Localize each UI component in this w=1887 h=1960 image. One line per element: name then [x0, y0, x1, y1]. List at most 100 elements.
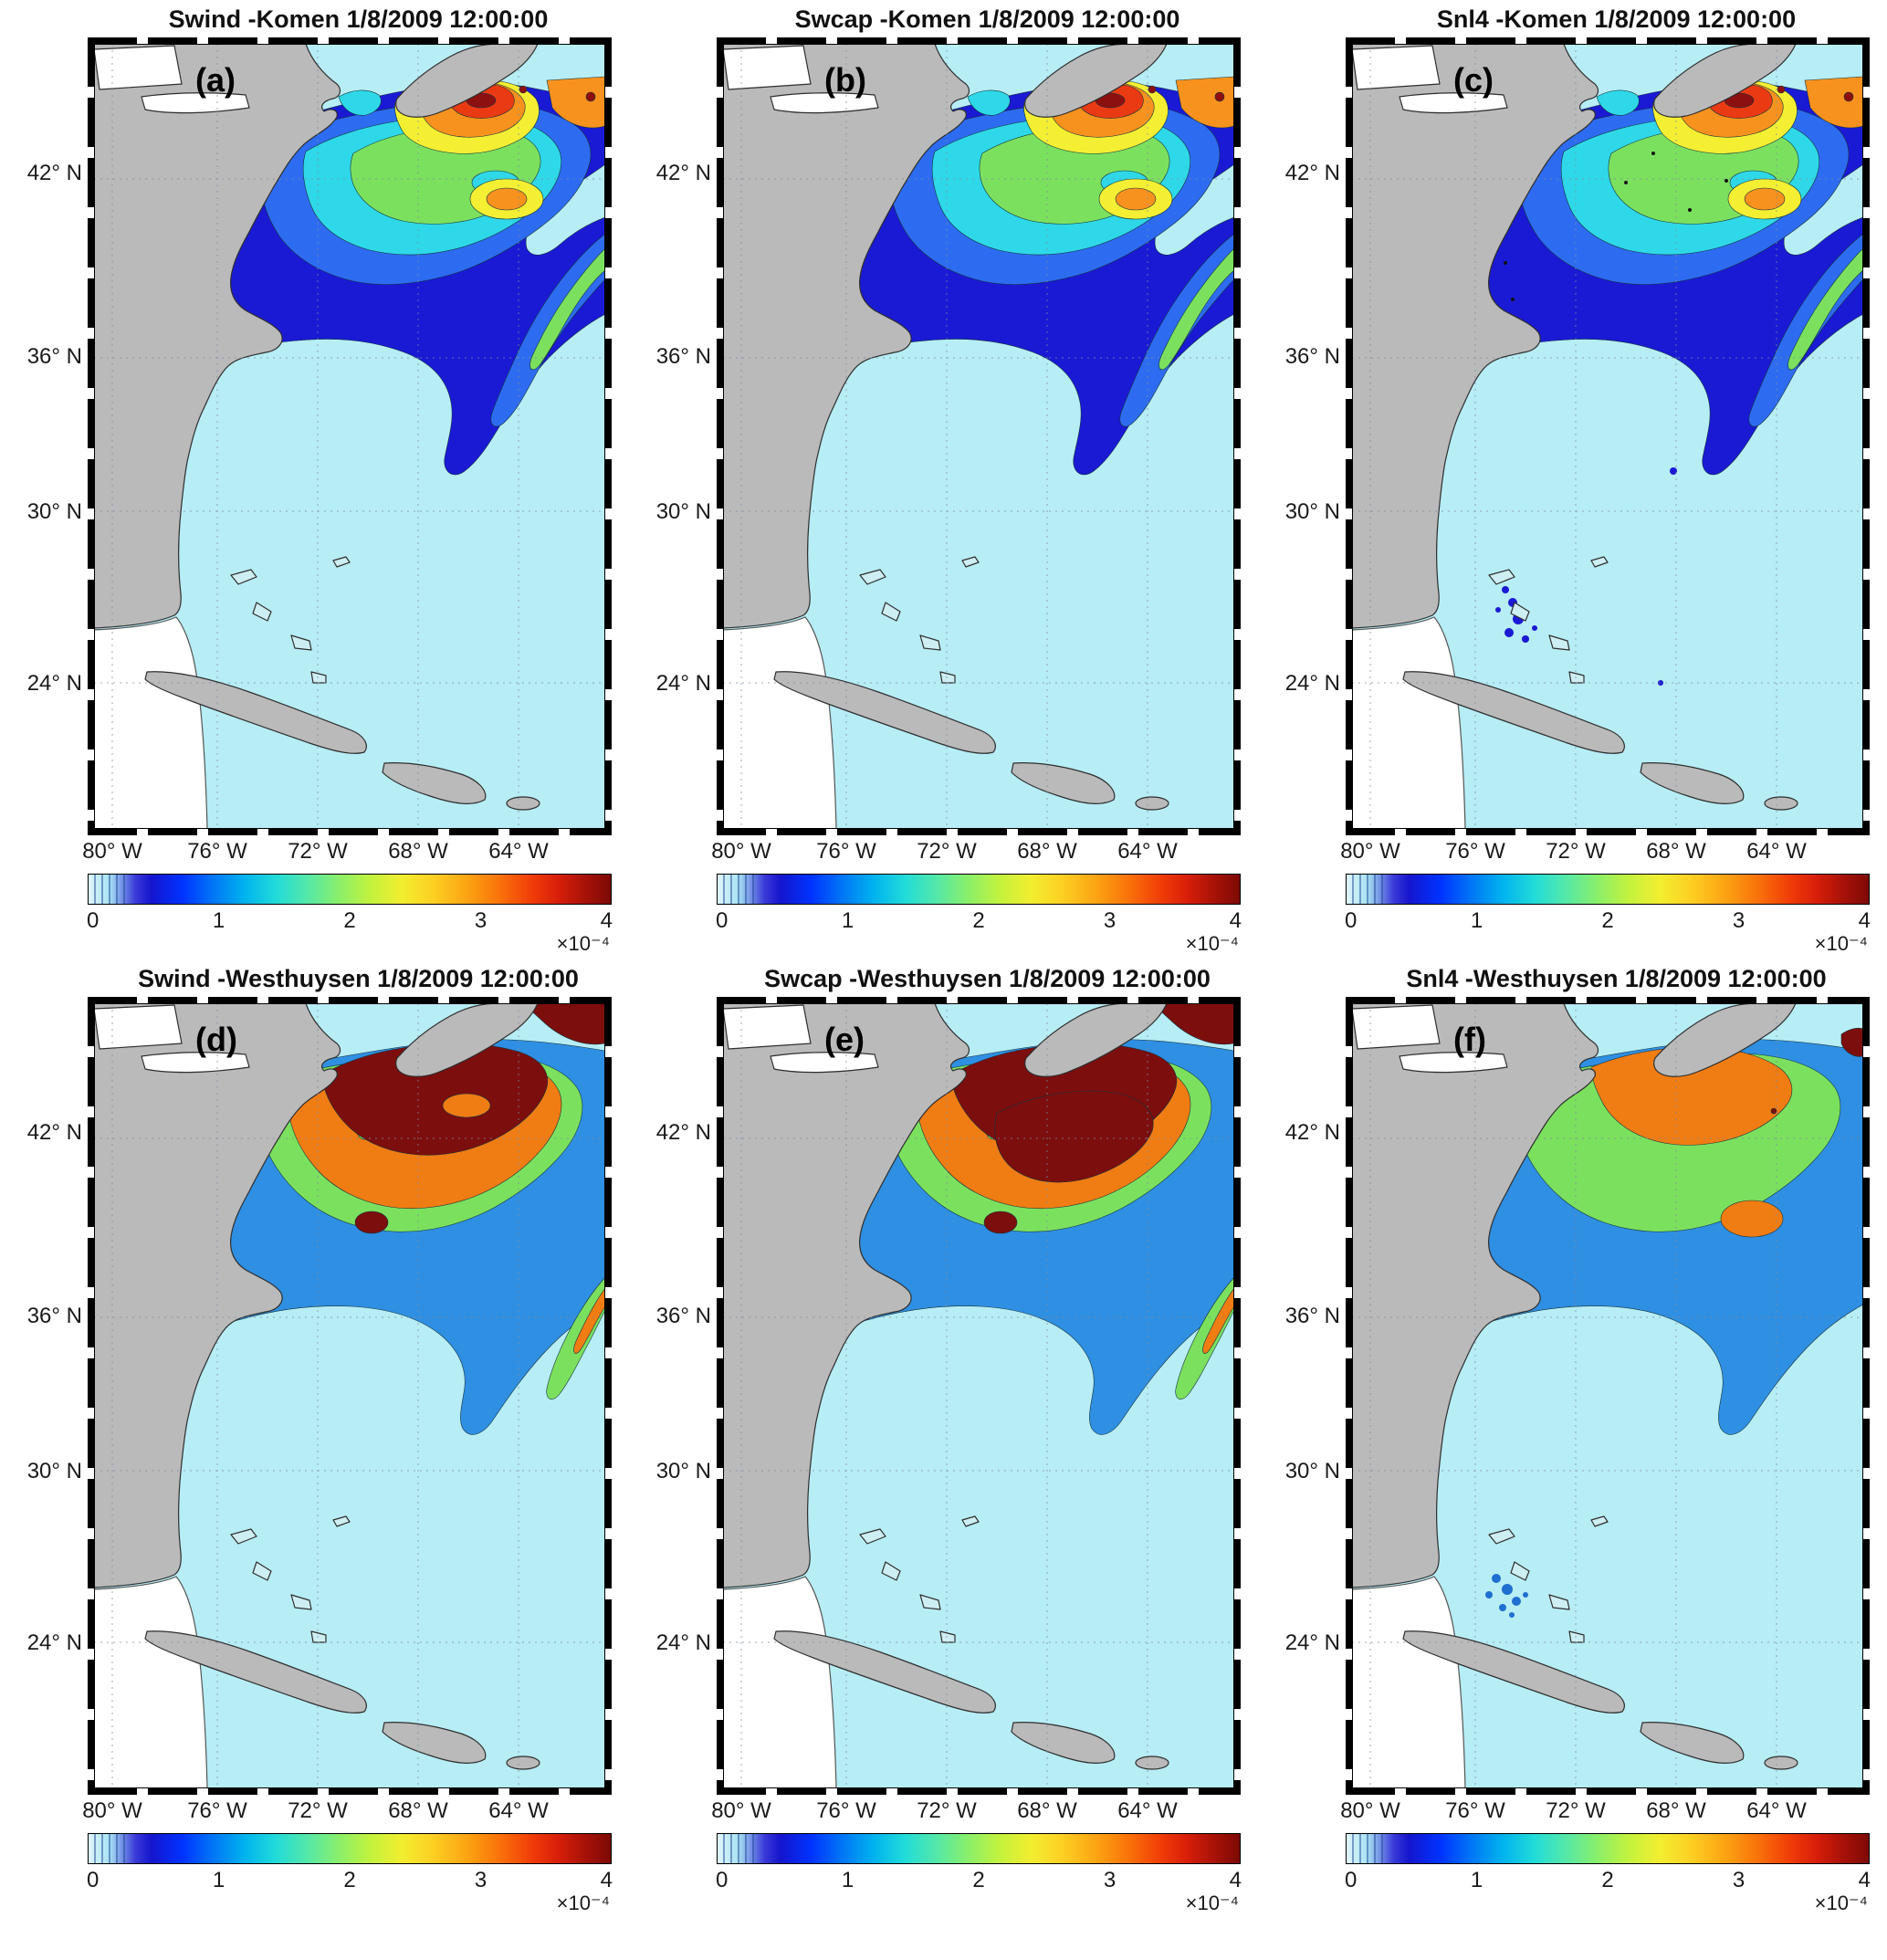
colorbar-tick-label: 4	[1858, 1868, 1871, 1892]
lon-tick-label: 76° W	[187, 1798, 247, 1823]
lon-tick-label: 76° W	[816, 839, 876, 864]
lon-tick-label: 72° W	[917, 839, 977, 864]
lon-tick-label: 64° W	[1117, 839, 1178, 864]
panel: Swcap -Komen 1/8/2009 12:00:00 42° N 36° …	[629, 5, 1258, 956]
frame-right	[605, 997, 612, 1795]
colorbar-tick-label: 4	[600, 908, 613, 933]
figure-grid: Swind -Komen 1/8/2009 12:00:00 42° N 36° …	[0, 5, 1887, 1915]
panel: Snl4 -Westhuysen 1/8/2009 12:00:00 42° N…	[1258, 965, 1887, 1915]
lat-tick-label: 42° N	[655, 160, 711, 185]
lon-tick-label: 76° W	[187, 839, 247, 864]
lon-tick-label: 64° W	[1746, 839, 1807, 864]
colorbar-tick-label: 4	[600, 1868, 613, 1892]
colorbar-gradient	[88, 1833, 612, 1864]
lat-tick-label: 36° N	[655, 1303, 711, 1328]
colorbar-tick-label: 0	[716, 908, 729, 933]
y-axis: 42° N 36° N 30° N 24° N	[629, 997, 717, 1795]
colorbar-tick-label: 0	[1345, 1868, 1358, 1892]
colorbar-ticks: 0 1 2 3 4	[1345, 1864, 1871, 1892]
x-axis: 80° W 76° W 72° W 68° W 64° W	[711, 835, 1241, 868]
lat-tick-label: 42° N	[26, 160, 82, 185]
panel: Swcap -Westhuysen 1/8/2009 12:00:00 42° …	[629, 965, 1258, 1915]
colorbar-tick-label: 1	[1470, 908, 1483, 933]
colorbar-tick-label: 4	[1229, 908, 1242, 933]
lat-tick-label: 24° N	[655, 670, 711, 696]
colorbar-tick-label: 0	[1345, 908, 1358, 933]
colorbar: 0 1 2 3 4 ×10⁻⁴	[87, 874, 613, 956]
lon-tick-label: 80° W	[711, 1798, 771, 1823]
colorbar-ticks: 0 1 2 3 4	[1345, 905, 1871, 933]
x-axis: 80° W 76° W 72° W 68° W 64° W	[82, 835, 612, 868]
colorbar-tick-label: 1	[841, 908, 854, 933]
colorbar-tick-label: 3	[1103, 1868, 1116, 1892]
frame-right	[1863, 37, 1870, 835]
lat-tick-label: 30° N	[655, 1459, 711, 1484]
frame-bottom	[1346, 829, 1870, 835]
panel: Swind -Westhuysen 1/8/2009 12:00:00 42° …	[0, 965, 629, 1915]
lat-tick-label: 42° N	[1284, 160, 1340, 185]
colorbar-tick-label: 4	[1229, 1868, 1242, 1892]
contour-map	[1352, 1003, 1863, 1788]
lat-tick-label: 42° N	[26, 1119, 82, 1145]
frame-bottom	[1346, 1788, 1870, 1795]
lat-tick-label: 24° N	[1284, 670, 1340, 696]
map-frame: (e)	[717, 997, 1241, 1795]
lat-tick-label: 36° N	[655, 343, 711, 369]
colorbar-tick-label: 1	[212, 1868, 225, 1892]
panel-letter: (f)	[1453, 1021, 1486, 1058]
lat-tick-label: 30° N	[1284, 499, 1340, 525]
colorbar-tick-label: 2	[1601, 908, 1614, 933]
colorbar-low-hatch	[718, 875, 755, 904]
frame-top	[717, 37, 1241, 44]
colorbar-tick-label: 2	[1601, 1868, 1614, 1892]
frame-left	[88, 997, 94, 1795]
lon-tick-label: 64° W	[488, 839, 549, 864]
x-axis: 80° W 76° W 72° W 68° W 64° W	[82, 1795, 612, 1828]
frame-top	[717, 997, 1241, 1003]
colorbar: 0 1 2 3 4 ×10⁻⁴	[716, 1833, 1242, 1915]
lon-tick-label: 72° W	[1546, 1798, 1606, 1823]
lon-tick-label: 72° W	[288, 1798, 348, 1823]
x-axis: 80° W 76° W 72° W 68° W 64° W	[711, 1795, 1241, 1828]
map-frame: (b)	[717, 37, 1241, 835]
lon-tick-label: 72° W	[917, 1798, 977, 1823]
contour-map	[94, 1003, 605, 1788]
colorbar-tick-label: 2	[343, 908, 356, 933]
frame-left	[1346, 997, 1352, 1795]
lat-tick-label: 30° N	[26, 1459, 82, 1484]
colorbar-ticks: 0 1 2 3 4	[87, 905, 613, 933]
lon-tick-label: 76° W	[1445, 1798, 1505, 1823]
lon-tick-label: 64° W	[488, 1798, 549, 1823]
colorbar-gradient	[1346, 874, 1870, 905]
colorbar: 0 1 2 3 4 ×10⁻⁴	[87, 1833, 613, 1915]
colorbar-low-hatch	[1347, 1834, 1384, 1863]
colorbar-exponent: ×10⁻⁴	[1814, 932, 1868, 955]
colorbar: 0 1 2 3 4 ×10⁻⁴	[1345, 874, 1871, 956]
lon-tick-label: 72° W	[1546, 839, 1606, 864]
lon-tick-label: 68° W	[1646, 839, 1706, 864]
lon-tick-label: 68° W	[388, 839, 448, 864]
frame-bottom	[717, 829, 1241, 835]
colorbar-tick-label: 3	[474, 908, 487, 933]
frame-bottom	[88, 1788, 612, 1795]
colorbar-ticks: 0 1 2 3 4	[716, 1864, 1242, 1892]
colorbar-tick-label: 3	[1732, 908, 1745, 933]
lat-tick-label: 36° N	[26, 1303, 82, 1328]
panel-letter: (a)	[195, 61, 236, 99]
panel: Swind -Komen 1/8/2009 12:00:00 42° N 36° …	[0, 5, 629, 956]
lon-tick-label: 80° W	[711, 839, 771, 864]
colorbar-gradient	[717, 1833, 1241, 1864]
colorbar-tick-label: 4	[1858, 908, 1871, 933]
lat-tick-label: 24° N	[655, 1630, 711, 1655]
contour-map	[723, 44, 1234, 829]
colorbar-low-hatch	[89, 1834, 126, 1863]
frame-left	[717, 37, 723, 835]
lat-tick-label: 24° N	[26, 1630, 82, 1655]
lat-tick-label: 30° N	[1284, 1459, 1340, 1484]
panel-title: Swcap -Westhuysen 1/8/2009 12:00:00	[764, 965, 1211, 992]
frame-right	[1234, 37, 1241, 835]
colorbar-tick-label: 0	[87, 1868, 100, 1892]
colorbar-gradient	[88, 874, 612, 905]
colorbar: 0 1 2 3 4 ×10⁻⁴	[1345, 1833, 1871, 1915]
colorbar-tick-label: 2	[972, 908, 985, 933]
